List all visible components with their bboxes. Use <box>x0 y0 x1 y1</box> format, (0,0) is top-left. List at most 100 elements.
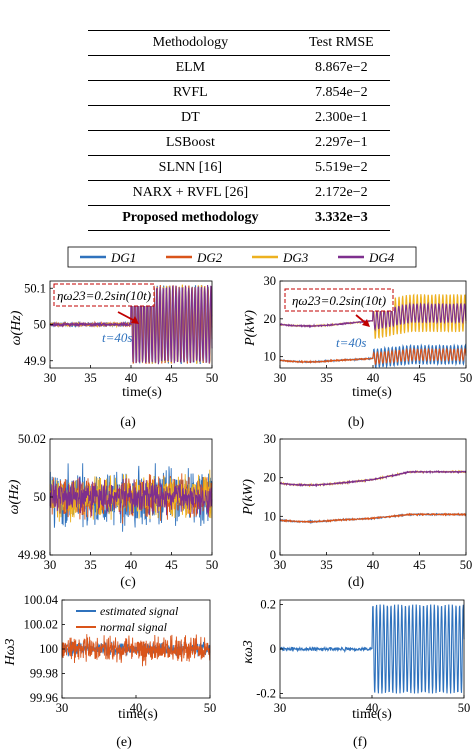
y-tick-label: 99.98 <box>30 667 58 681</box>
y-tick-label: -0.2 <box>256 687 276 701</box>
arrow-head-a <box>131 316 139 324</box>
legend-label-dg1: DG1 <box>110 250 136 265</box>
x-tick-label: 45 <box>165 371 178 385</box>
y-tick-label: 49.9 <box>24 354 46 368</box>
table-row: SLNN [16] 5.519e−2 <box>88 156 390 181</box>
ylabel-c: ω(Hz) <box>7 479 22 514</box>
xlabel-a: time(s) <box>122 385 162 400</box>
y-tick-label: 0 <box>270 548 276 562</box>
y-tick-label: 30 <box>264 432 277 446</box>
x-tick-label: 50 <box>206 371 219 385</box>
x-tick-label: 35 <box>320 558 333 572</box>
y-tick-label: 20 <box>264 312 277 326</box>
y-tick-label: 100.02 <box>24 618 58 632</box>
x-tick-label: 30 <box>44 558 57 572</box>
cell-rmse: 5.519e−2 <box>315 160 368 175</box>
x-tick-label: 50 <box>460 371 473 385</box>
ylabel-d: P(kW) <box>241 479 256 516</box>
x-tick-label: 45 <box>413 371 426 385</box>
caption-b: (b) <box>348 415 365 430</box>
cell-rmse: 2.297e−1 <box>315 135 368 150</box>
table-row: DT 2.300e−1 <box>88 106 390 131</box>
y-tick-label: 50 <box>34 490 47 504</box>
legend-normal-label: normal signal <box>100 620 168 634</box>
legend-label-dg4: DG4 <box>368 250 395 265</box>
caption-a: (a) <box>120 415 136 430</box>
xlabel-f: time(s) <box>352 707 392 722</box>
table-row-proposed: Proposed methodology 3.332e−3 <box>88 206 390 231</box>
x-tick-label: 40 <box>367 558 380 572</box>
x-tick-label: 30 <box>274 701 287 715</box>
table-row: NARX + RVFL [26] 2.172e−2 <box>88 181 390 206</box>
caption-f: (f) <box>353 735 367 750</box>
x-tick-label: 50 <box>458 701 471 715</box>
x-tick-label: 50 <box>206 558 219 572</box>
header-test-rmse: Test RMSE <box>308 35 374 50</box>
ylabel-e: Hω3 <box>3 639 18 667</box>
y-tick-label: 0.2 <box>260 597 276 611</box>
xlabel-b: time(s) <box>352 385 392 400</box>
x-tick-label: 45 <box>413 558 426 572</box>
panel-c: 30 35 40 45 50 49.98 50 50.02 ω(Hz) (c) <box>7 432 218 590</box>
cell-method: LSBoost <box>165 135 215 150</box>
cell-rmse: 7.854e−2 <box>315 85 368 100</box>
y-tick-label: 50.02 <box>18 432 46 446</box>
caption-c: (c) <box>120 575 136 590</box>
ylabel-a: ω(Hz) <box>9 310 24 345</box>
panel-f: 30 40 50 -0.2 0 0.2 time(s) κω3 (f) <box>241 597 470 750</box>
annotation-box-b <box>284 288 394 312</box>
cell-rmse: 3.332e−3 <box>315 210 368 225</box>
arrow-head-b <box>362 319 370 327</box>
series-line-normal-signal <box>61 634 211 667</box>
cell-rmse: 2.172e−2 <box>315 185 368 200</box>
x-tick-label: 30 <box>44 371 57 385</box>
cell-method: SLNN [16] <box>158 160 223 175</box>
annotation-t-b: t=40s <box>336 335 366 350</box>
series-line-dg4 <box>49 477 213 517</box>
y-tick-label: 49.98 <box>18 548 46 562</box>
x-tick-label: 40 <box>125 558 138 572</box>
x-tick-label: 50 <box>460 558 473 572</box>
table-row: LSBoost 2.297e−1 <box>88 131 390 156</box>
cell-rmse: 8.867e−2 <box>315 60 368 75</box>
figure-legend: DG1 DG2 DG3 DG4 <box>67 246 417 268</box>
x-tick-label: 40 <box>367 371 380 385</box>
y-tick-label: 50.1 <box>24 281 46 295</box>
series-line-dg4 <box>279 469 467 488</box>
header-methodology: Methodology <box>152 35 229 50</box>
legend-box <box>67 246 417 268</box>
y-tick-label: 99.96 <box>30 691 58 705</box>
x-tick-label: 30 <box>56 701 69 715</box>
x-tick-label: 40 <box>125 371 138 385</box>
y-tick-label: 50 <box>34 318 47 332</box>
x-tick-label: 30 <box>274 371 287 385</box>
y-tick-label: 10 <box>264 350 277 364</box>
x-tick-label: 50 <box>204 701 217 715</box>
x-tick-label: 30 <box>274 558 287 572</box>
cell-method: Proposed methodology <box>122 210 259 225</box>
x-tick-label: 40 <box>366 701 379 715</box>
caption-e: (e) <box>116 735 132 750</box>
ylabel-b: P(kW) <box>243 310 258 347</box>
legend-label-dg3: DG3 <box>282 250 309 265</box>
rmse-table: Methodology Test RMSE ELM 8.867e−2 RVFL 7.… <box>88 30 390 231</box>
legend-label-dg2: DG2 <box>196 250 223 265</box>
y-tick-label: 30 <box>264 274 277 288</box>
cell-method: NARX + RVFL [26] <box>132 185 249 200</box>
annotation-eta-a: ηω23=0.2sin(10t) <box>57 288 151 303</box>
plot-area-d <box>280 439 466 555</box>
y-tick-label: 0 <box>270 642 276 656</box>
cell-method: DT <box>181 110 200 125</box>
x-tick-label: 35 <box>84 558 97 572</box>
table-row: RVFL 7.854e−2 <box>88 81 390 106</box>
ylabel-f: κω3 <box>241 640 256 664</box>
x-tick-label: 40 <box>130 701 143 715</box>
series-line-signal <box>279 604 465 694</box>
table-row: ELM 8.867e−2 <box>88 56 390 81</box>
cell-method: RVFL <box>173 85 208 100</box>
y-tick-label: 20 <box>264 471 277 485</box>
annotation-t-a: t=40s <box>102 330 132 345</box>
cell-rmse: 2.300e−1 <box>315 110 368 125</box>
